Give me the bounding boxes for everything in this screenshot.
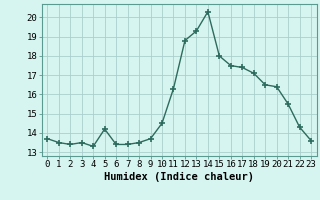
X-axis label: Humidex (Indice chaleur): Humidex (Indice chaleur) — [104, 172, 254, 182]
